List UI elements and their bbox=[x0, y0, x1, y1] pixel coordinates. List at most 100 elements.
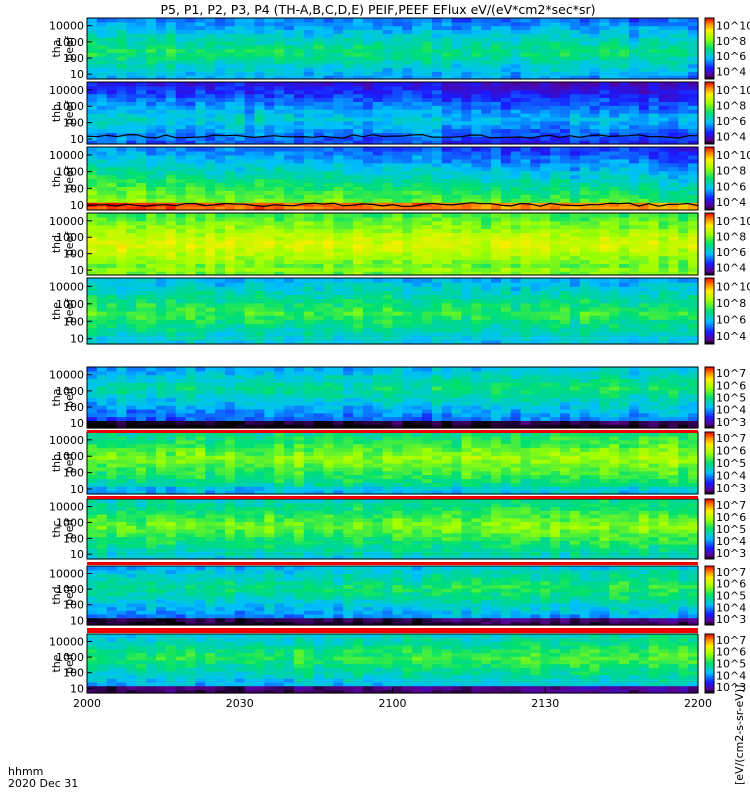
heatmap-cell bbox=[205, 178, 216, 184]
heatmap-cell bbox=[648, 109, 660, 114]
heatmap-cell bbox=[205, 158, 216, 164]
heatmap-cell bbox=[126, 247, 137, 253]
heatmap-cell bbox=[244, 182, 256, 187]
heatmap-cell bbox=[185, 154, 196, 160]
heatmap-cell bbox=[96, 56, 108, 61]
heatmap-cell bbox=[530, 232, 541, 237]
heatmap-cell bbox=[520, 267, 532, 272]
heatmap-cell bbox=[609, 21, 620, 27]
heatmap-cell bbox=[609, 85, 620, 91]
heatmap-cell bbox=[550, 232, 561, 237]
heatmap-cell bbox=[441, 105, 453, 110]
heatmap-cell bbox=[175, 282, 187, 287]
heatmap-cell bbox=[619, 40, 630, 46]
heatmap-cell bbox=[392, 120, 403, 126]
heatmap-cell bbox=[215, 216, 226, 222]
heatmap-cell bbox=[185, 101, 196, 106]
heatmap-cell bbox=[313, 267, 325, 272]
heatmap-cell bbox=[392, 228, 403, 233]
heatmap-cell bbox=[491, 198, 502, 203]
heatmap-cell bbox=[254, 113, 265, 118]
heatmap-cell bbox=[87, 75, 98, 80]
heatmap-cell bbox=[234, 52, 246, 57]
heatmap-cell bbox=[224, 67, 236, 72]
heatmap-cell bbox=[165, 315, 177, 320]
heatmap-cell bbox=[589, 290, 601, 296]
heatmap-cell bbox=[116, 150, 128, 156]
heatmap-cell bbox=[362, 124, 374, 130]
heatmap-cell bbox=[323, 311, 334, 316]
heatmap-cell bbox=[333, 85, 344, 91]
heatmap-cell bbox=[303, 290, 315, 296]
heatmap-cell bbox=[422, 40, 433, 46]
heatmap-cell bbox=[254, 59, 265, 65]
heatmap-cell bbox=[382, 85, 394, 91]
heatmap-cell bbox=[382, 315, 394, 320]
heatmap-cell bbox=[619, 339, 630, 345]
heatmap-cell bbox=[569, 327, 581, 333]
heatmap-cell bbox=[284, 29, 295, 34]
heatmap-cell bbox=[540, 166, 551, 172]
heatmap-cell bbox=[96, 162, 108, 168]
heatmap-cell bbox=[87, 120, 98, 126]
heatmap-cell bbox=[609, 286, 620, 291]
heatmap-cell bbox=[274, 311, 285, 316]
heatmap-cell bbox=[175, 244, 187, 249]
heatmap-cell bbox=[323, 93, 334, 99]
heatmap-cell bbox=[579, 282, 591, 287]
heatmap-cell bbox=[540, 174, 551, 180]
heatmap-cell bbox=[402, 335, 413, 341]
heatmap-cell bbox=[530, 18, 541, 23]
heatmap-cell bbox=[540, 37, 551, 42]
heatmap-cell bbox=[215, 323, 226, 329]
heatmap-cell bbox=[560, 154, 571, 160]
heatmap-cell bbox=[609, 182, 620, 187]
heatmap-cell bbox=[195, 331, 206, 337]
heatmap-cell bbox=[224, 21, 236, 27]
heatmap-cell bbox=[126, 52, 137, 57]
heatmap-cell bbox=[215, 101, 226, 106]
heatmap-cell bbox=[619, 89, 630, 95]
heatmap-cell bbox=[579, 311, 591, 316]
heatmap-cell bbox=[303, 294, 315, 300]
heatmap-cell bbox=[126, 251, 137, 257]
heatmap-cell bbox=[284, 25, 295, 31]
heatmap-cell bbox=[688, 224, 699, 230]
heatmap-cell bbox=[293, 186, 305, 191]
heatmap-cell bbox=[629, 190, 640, 195]
heatmap-cell bbox=[402, 71, 413, 76]
heatmap-cell bbox=[629, 109, 640, 114]
heatmap-cell bbox=[195, 315, 206, 320]
heatmap-cell bbox=[461, 40, 472, 46]
heatmap-cell bbox=[500, 109, 512, 114]
heatmap-cell bbox=[264, 323, 275, 329]
heatmap-cell bbox=[461, 154, 472, 160]
heatmap-cell bbox=[195, 89, 206, 95]
heatmap-cell bbox=[560, 315, 571, 320]
heatmap-cell bbox=[451, 247, 463, 253]
heatmap-cell bbox=[599, 298, 610, 304]
heatmap-cell bbox=[560, 97, 571, 102]
heatmap-cell bbox=[638, 71, 650, 76]
heatmap-cell bbox=[431, 25, 443, 31]
heatmap-cell bbox=[343, 158, 354, 164]
heatmap-cell bbox=[530, 101, 541, 106]
heatmap-cell bbox=[638, 236, 650, 241]
heatmap-cell bbox=[382, 67, 394, 72]
heatmap-cell bbox=[353, 255, 364, 261]
heatmap-cell bbox=[254, 136, 265, 141]
heatmap-cell bbox=[116, 85, 128, 91]
heatmap-cell bbox=[431, 302, 443, 308]
heatmap-cell bbox=[441, 290, 453, 296]
heatmap-cell bbox=[136, 85, 147, 91]
heatmap-cell bbox=[441, 271, 453, 276]
heatmap-cell bbox=[146, 339, 157, 345]
heatmap-cell bbox=[165, 331, 177, 337]
heatmap-cell bbox=[106, 190, 118, 195]
heatmap-cell bbox=[372, 228, 384, 233]
heatmap-cell bbox=[500, 150, 512, 156]
heatmap-cell bbox=[264, 255, 275, 261]
heatmap-cell bbox=[274, 109, 285, 114]
heatmap-cell bbox=[638, 286, 650, 291]
heatmap-cell bbox=[195, 48, 206, 53]
